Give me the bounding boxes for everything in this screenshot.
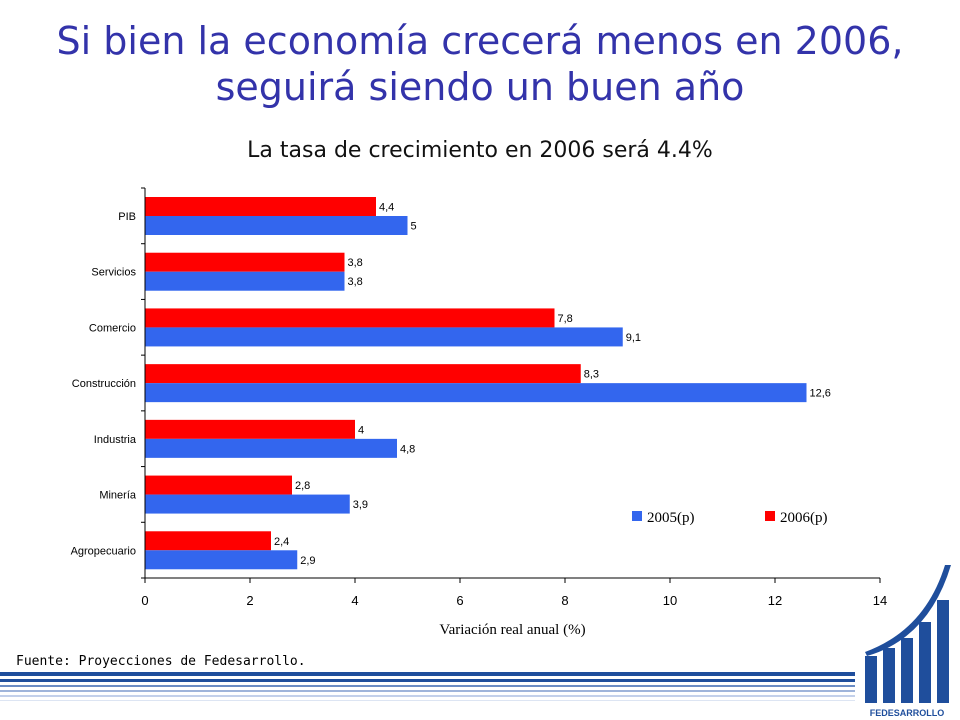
category-label-1: Servicios [91, 267, 136, 279]
data-label-2005-3: 12,6 [810, 388, 831, 400]
bar-2006-5 [145, 475, 292, 495]
data-label-2005-5: 3,9 [353, 499, 368, 511]
legend-swatch-0 [632, 511, 642, 521]
x-tick-label-7: 14 [873, 593, 887, 608]
x-tick-label-1: 2 [246, 593, 253, 608]
bar-2006-6 [145, 531, 271, 551]
fedesarrollo-logo: FEDESARROLLO [865, 565, 951, 718]
data-label-2006-3: 8,3 [584, 369, 599, 381]
bar-2005-0 [145, 216, 408, 235]
category-label-3: Construcción [72, 378, 136, 390]
data-label-2006-4: 4 [358, 424, 364, 436]
bar-2006-2 [145, 308, 555, 328]
logo-text: FEDESARROLLO [870, 708, 945, 718]
data-label-2006-1: 3,8 [348, 257, 363, 269]
data-label-2006-6: 2,4 [274, 536, 289, 548]
bar-2005-3 [145, 383, 807, 403]
category-label-5: Minería [99, 490, 137, 502]
legend-label-1: 2006(p) [780, 510, 828, 526]
bar-2005-2 [145, 327, 623, 347]
data-label-2006-2: 7,8 [558, 313, 573, 325]
bar-2005-4 [145, 438, 397, 458]
slide-title-line-1: Si bien la economía crecerá menos en 200… [56, 19, 904, 63]
category-label-0: PIB [118, 211, 136, 223]
category-label-6: Agropecuario [71, 545, 136, 557]
x-tick-label-3: 6 [456, 593, 463, 608]
data-label-2006-0: 4,4 [379, 202, 394, 214]
bar-2005-1 [145, 271, 345, 291]
bar-2006-0 [145, 197, 376, 216]
bar-2006-1 [145, 252, 345, 272]
category-label-2: Comercio [89, 322, 136, 334]
x-tick-label-6: 12 [768, 593, 782, 608]
data-label-2005-4: 4,8 [400, 443, 415, 455]
bar-2005-5 [145, 494, 350, 514]
data-label-2006-5: 2,8 [295, 480, 310, 492]
slide-title: Si bien la economía crecerá menos en 200… [0, 18, 960, 110]
bar-2005-6 [145, 550, 298, 570]
data-label-2005-0: 5 [411, 221, 417, 233]
slide-title-line-2: seguirá siendo un buen año [215, 65, 745, 109]
source-note: Fuente: Proyecciones de Fedesarrollo. [16, 654, 306, 669]
legend-label-0: 2005(p) [647, 510, 695, 526]
data-label-2005-2: 9,1 [626, 332, 641, 344]
slide-subtitle: La tasa de crecimiento en 2006 será 4.4% [247, 138, 713, 163]
x-tick-label-0: 0 [141, 593, 148, 608]
x-tick-label-5: 10 [663, 593, 677, 608]
category-label-4: Industria [94, 434, 137, 446]
x-tick-label-4: 8 [561, 593, 568, 608]
x-axis-label: Variación real anual (%) [439, 622, 585, 638]
data-label-2005-1: 3,8 [348, 276, 363, 288]
data-label-2005-6: 2,9 [300, 555, 315, 567]
legend-swatch-1 [765, 511, 775, 521]
bar-2006-4 [145, 419, 355, 439]
x-tick-label-2: 4 [351, 593, 358, 608]
bar-2006-3 [145, 364, 581, 384]
footer-band [0, 672, 855, 710]
